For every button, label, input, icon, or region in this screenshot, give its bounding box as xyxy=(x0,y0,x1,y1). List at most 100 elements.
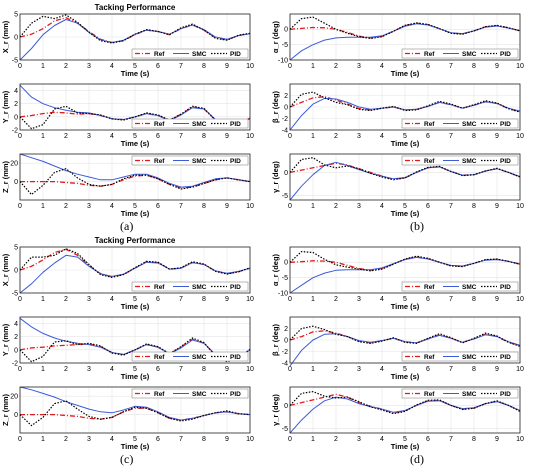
x-tick-label: 6 xyxy=(156,366,160,373)
legend-box xyxy=(401,388,519,399)
x-tick-label: 8 xyxy=(472,63,476,70)
x-tick-label: 5 xyxy=(403,436,407,443)
panel-label-b: (b) xyxy=(410,219,424,233)
y-tick-label: 2 xyxy=(14,334,18,341)
y-axis-label: Y_r (mm) xyxy=(1,90,10,123)
y-tick-label: -10 xyxy=(278,290,288,297)
x-tick-label: 1 xyxy=(41,296,45,303)
series-line-pid xyxy=(19,400,251,427)
x-tick-label: 7 xyxy=(449,296,453,303)
x-tick-label: 2 xyxy=(64,296,68,303)
legend-label-pid: PID xyxy=(500,51,511,58)
series-line-smc xyxy=(289,396,521,434)
y-tick-label: -5 xyxy=(282,193,288,200)
x-tick-label: 4 xyxy=(110,436,114,443)
x-tick-label: 7 xyxy=(179,296,183,303)
legend-label-smc: SMC xyxy=(192,158,207,165)
x-tick-label: 8 xyxy=(472,133,476,140)
y-axis-label: Y_r (mm) xyxy=(1,323,10,356)
y-tick-label: 0 xyxy=(14,34,18,41)
x-tick-label: 0 xyxy=(18,63,22,70)
x-tick-label: 0 xyxy=(288,133,292,140)
y-tick-label: -5 xyxy=(12,57,18,64)
x-axis-label: Time (s) xyxy=(391,302,420,311)
x-tick-label: 8 xyxy=(202,296,206,303)
legend-box xyxy=(131,351,249,362)
x-tick-label: 10 xyxy=(516,436,524,443)
series-line-pid xyxy=(19,14,251,44)
legend-label-ref: Ref xyxy=(154,121,165,128)
x-tick-label: 5 xyxy=(133,63,137,70)
x-tick-label: 3 xyxy=(87,133,91,140)
legend-label-ref: Ref xyxy=(154,284,165,291)
legend-label-smc: SMC xyxy=(462,284,477,291)
x-tick-label: 0 xyxy=(288,203,292,210)
x-tick-label: 10 xyxy=(246,133,254,140)
x-tick-label: 6 xyxy=(426,133,430,140)
x-tick-label: 0 xyxy=(288,436,292,443)
legend-label-ref: Ref xyxy=(424,391,435,398)
legend-label-smc: SMC xyxy=(192,121,207,128)
x-tick-label: 1 xyxy=(41,63,45,70)
x-axis-label: Time (s) xyxy=(121,139,150,148)
legend-label-pid: PID xyxy=(500,354,511,361)
axes-box xyxy=(19,386,251,434)
y-tick-label: -2 xyxy=(12,360,18,367)
x-tick-label: 2 xyxy=(64,436,68,443)
x-tick-label: 5 xyxy=(133,436,137,443)
x-tick-label: 10 xyxy=(246,366,254,373)
series-line-pid xyxy=(289,91,521,113)
y-axis-label: Z_r (mm) xyxy=(1,393,10,426)
x-tick-label: 7 xyxy=(179,63,183,70)
legend-label-pid: PID xyxy=(230,284,241,291)
x-tick-label: 10 xyxy=(516,63,524,70)
axes-box xyxy=(289,83,521,131)
x-tick-label: 7 xyxy=(179,133,183,140)
y-tick-label: 5 xyxy=(14,11,18,18)
x-tick-label: 10 xyxy=(246,296,254,303)
x-tick-label: 5 xyxy=(133,366,137,373)
legend-box xyxy=(401,118,519,129)
axes-box xyxy=(19,153,251,201)
series-line-smc xyxy=(289,97,521,131)
x-tick-label: 3 xyxy=(87,436,91,443)
series-line-pid xyxy=(289,325,521,347)
x-tick-label: 3 xyxy=(357,436,361,443)
legend-box xyxy=(131,48,249,59)
y-tick-label: 20 xyxy=(10,394,18,401)
x-tick-label: 3 xyxy=(357,296,361,303)
x-tick-label: 1 xyxy=(41,366,45,373)
series-line-pid xyxy=(19,337,251,363)
panel-label-a: (a) xyxy=(120,219,134,233)
x-tick-label: 9 xyxy=(225,296,229,303)
x-axis-label: Time (s) xyxy=(391,209,420,218)
x-tick-label: 3 xyxy=(357,133,361,140)
y-axis-label: β_r (deg) xyxy=(271,323,280,356)
legend-label-smc: SMC xyxy=(192,51,207,58)
x-axis-label: Time (s) xyxy=(121,209,150,218)
x-tick-label: 3 xyxy=(87,366,91,373)
x-tick-label: 6 xyxy=(426,63,430,70)
axes-box xyxy=(289,153,521,201)
x-tick-label: 4 xyxy=(110,296,114,303)
x-tick-label: 4 xyxy=(380,133,384,140)
legend-label-ref: Ref xyxy=(424,158,435,165)
x-tick-label: 3 xyxy=(357,63,361,70)
x-tick-label: 3 xyxy=(357,366,361,373)
legend-label-pid: PID xyxy=(230,51,241,58)
y-tick-label: 0 xyxy=(14,347,18,354)
x-tick-label: 8 xyxy=(202,366,206,373)
legend-label-pid: PID xyxy=(230,391,241,398)
legend-box xyxy=(401,48,519,59)
legend-label-ref: Ref xyxy=(424,121,435,128)
x-tick-label: 7 xyxy=(449,133,453,140)
x-tick-label: 5 xyxy=(403,366,407,373)
x-tick-label: 6 xyxy=(426,203,430,210)
y-tick-label: -5 xyxy=(12,290,18,297)
x-tick-label: 2 xyxy=(334,296,338,303)
x-tick-label: 3 xyxy=(87,63,91,70)
legend-box xyxy=(401,351,519,362)
axes-box xyxy=(289,386,521,434)
x-tick-label: 8 xyxy=(202,63,206,70)
legend-label-pid: PID xyxy=(500,121,511,128)
